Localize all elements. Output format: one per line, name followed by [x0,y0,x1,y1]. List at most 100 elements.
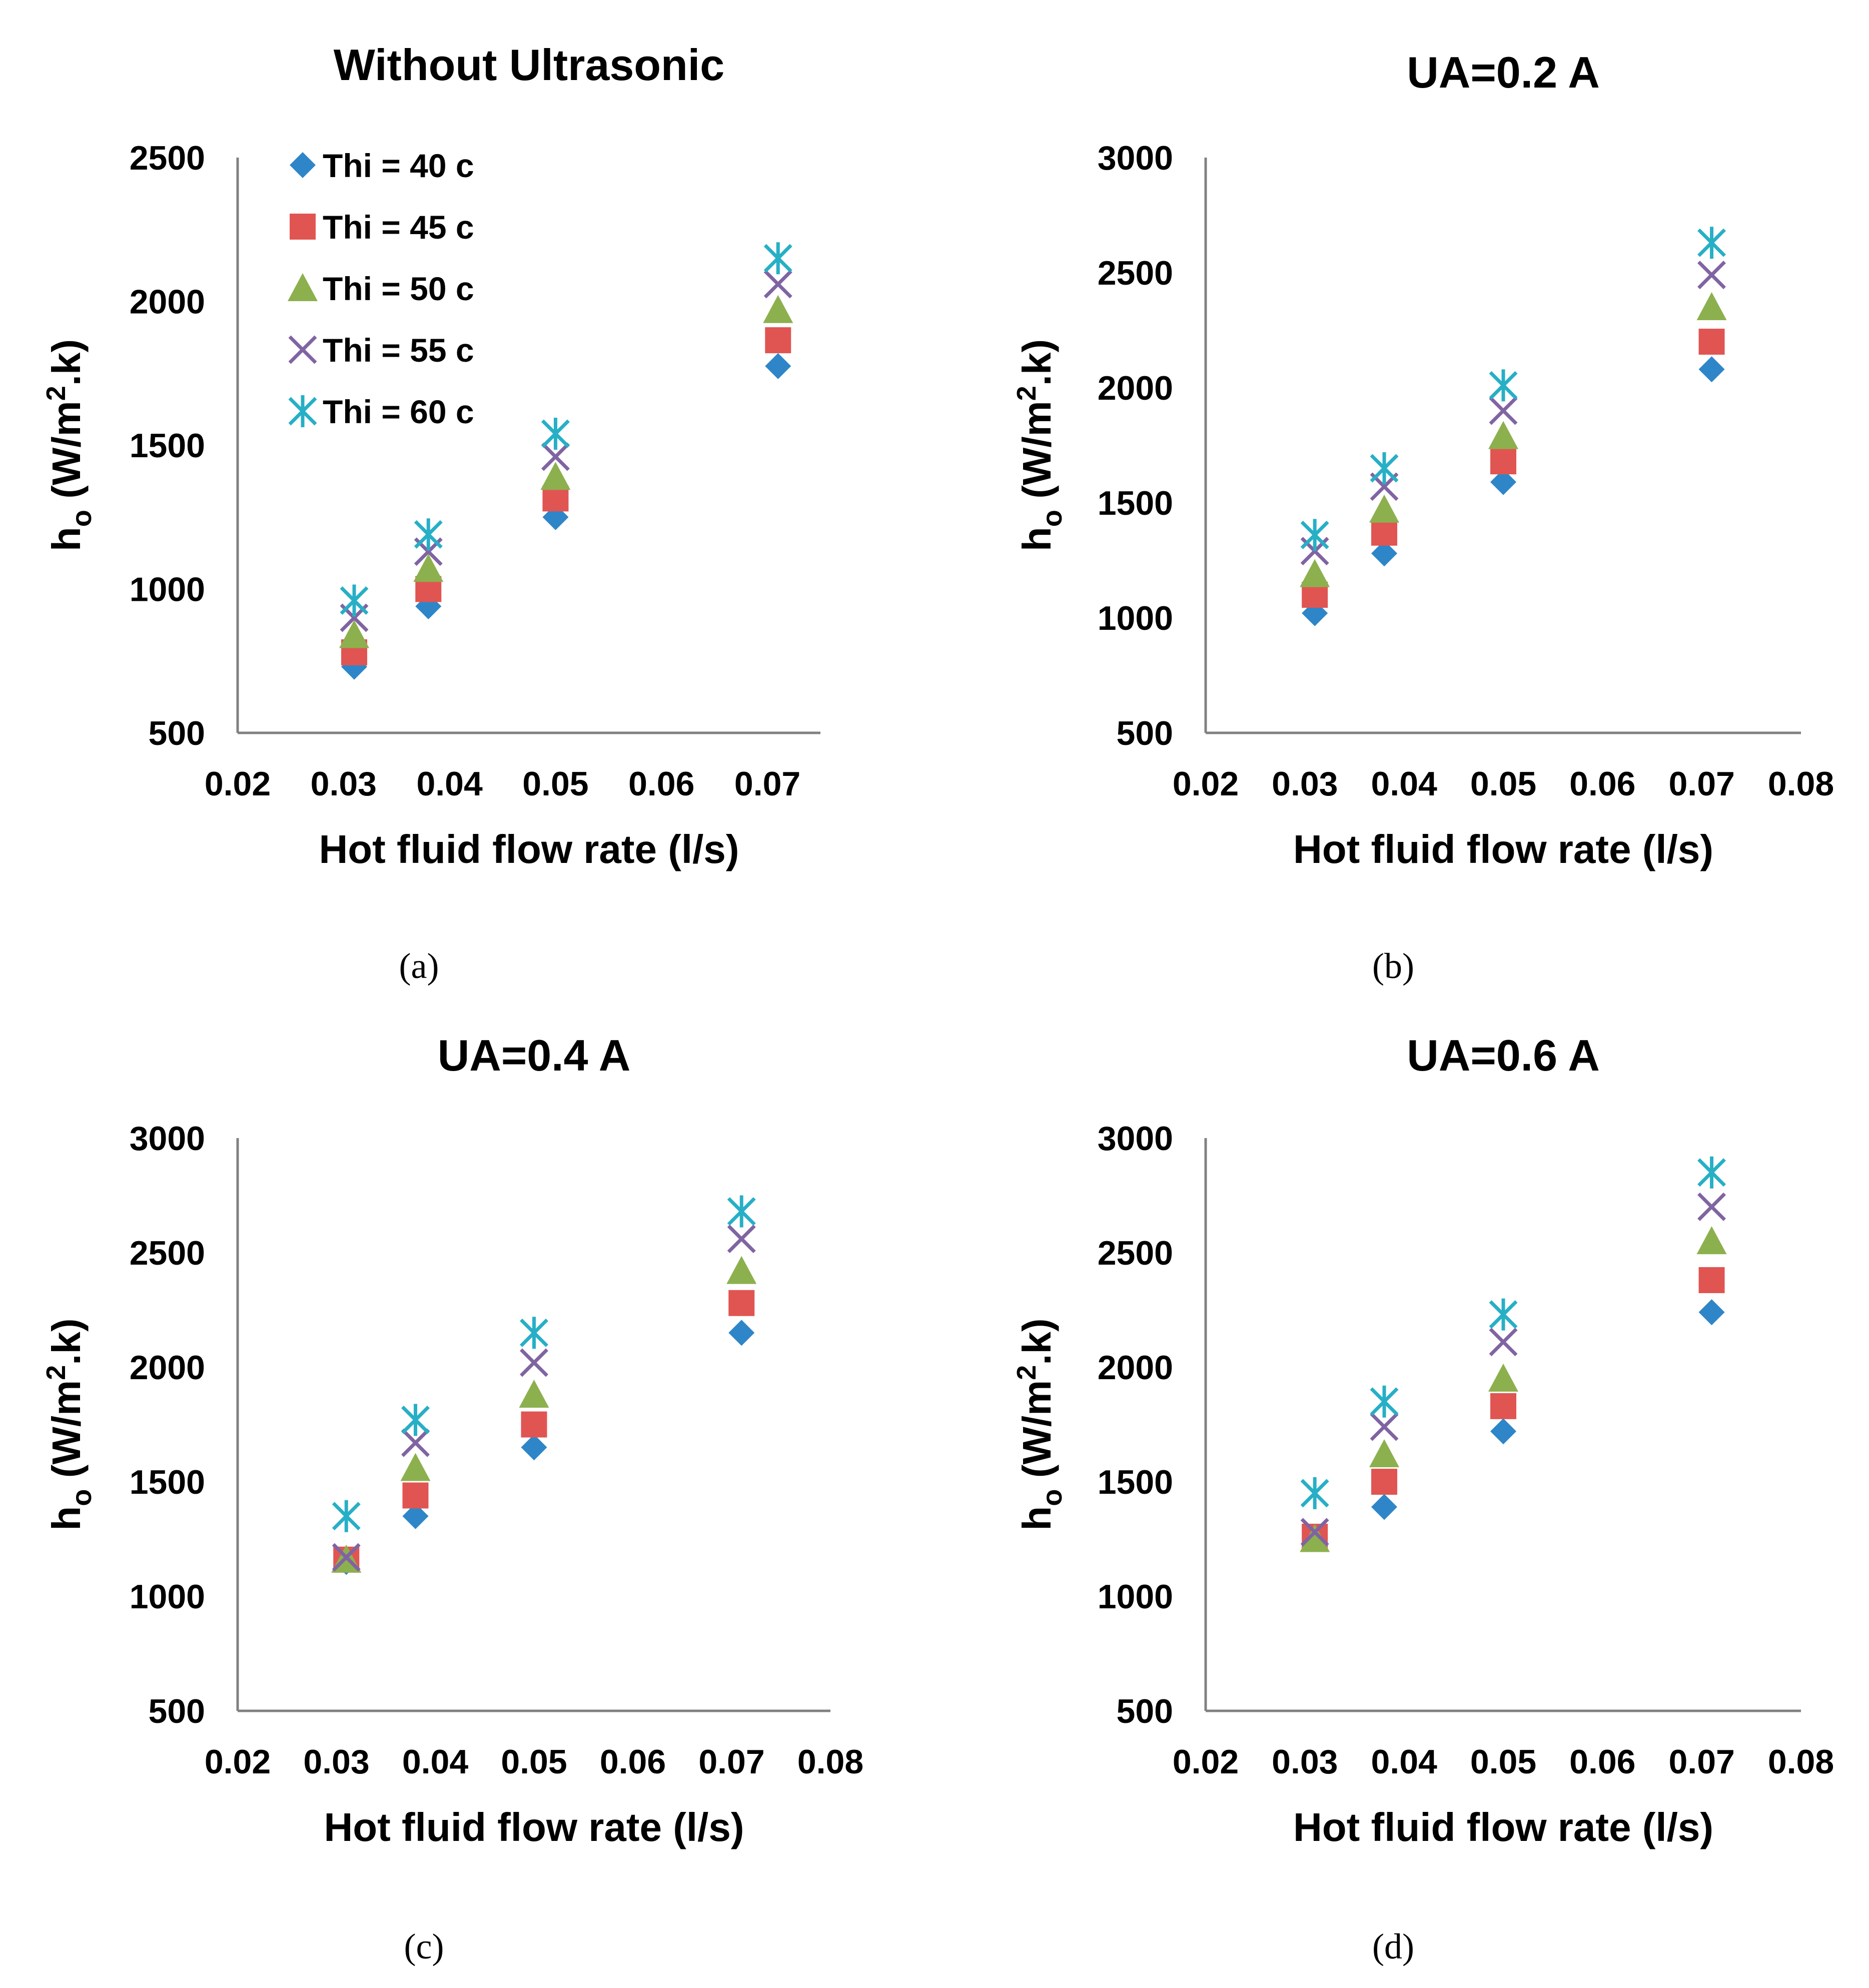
data-point [1697,1192,1726,1221]
series-2 [1302,1267,1725,1550]
y-tick-label: 1000 [1098,599,1173,637]
data-point [1371,540,1397,567]
y-tick-label: 2500 [130,1234,205,1272]
data-point [728,1320,755,1346]
data-point [1489,369,1518,402]
series-3 [1300,1226,1727,1552]
x-tick-label: 0.07 [698,1743,764,1781]
legend-marker [288,335,317,364]
data-point [540,462,571,490]
series-2 [333,1290,755,1573]
data-point [1698,1299,1725,1326]
data-point [1371,519,1397,546]
x-tick-label: 0.05 [501,1743,567,1781]
data-point [339,620,369,648]
data-point [1488,421,1518,449]
legend-marker [288,395,317,427]
y-axis-label-subscript: o [66,510,97,527]
series-3 [1300,292,1727,587]
x-tick-label: 0.03 [1272,765,1338,803]
y-axis-label-main: h [1015,1506,1059,1531]
legend-label: Thi = 50 c [323,270,474,307]
y-axis-label-superscript: 2 [41,1365,71,1380]
data-point [332,1500,361,1532]
y-axis-label-superscript: 2 [41,386,71,401]
x-tick-label: 0.03 [311,765,377,803]
y-tick-label: 1000 [1098,1578,1173,1616]
data-point [1369,494,1399,523]
x-axis-label: Hot fluid flow rate (l/s) [324,1805,744,1849]
data-point [1370,1385,1399,1418]
y-tick-label: 1500 [1098,484,1173,522]
y-axis-label-superscript: 2 [1012,386,1042,401]
y-tick-label: 2500 [1098,254,1173,292]
data-point [765,353,791,379]
x-tick-label: 0.06 [600,1743,666,1781]
data-point [541,442,570,471]
y-tick-label: 1000 [130,571,205,609]
x-axis-label: Hot fluid flow rate (l/s) [319,827,739,871]
y-tick-label: 1500 [1098,1463,1173,1501]
y-axis-label-unit: (W/m [44,1380,89,1489]
data-point [414,518,443,551]
y-axis-label-unit-end: .k) [44,1318,89,1365]
series-2 [1302,329,1725,608]
legend-label: Thi = 60 c [323,393,474,430]
y-tick-label: 3000 [130,1120,205,1158]
chart-title: Without Ultrasonic [334,40,724,90]
series-2 [341,327,791,665]
x-tick-label: 0.02 [205,765,271,803]
data-point [1300,1518,1329,1547]
y-tick-label: 500 [149,1692,205,1730]
chart-panel-4: UA=0.6 A 500 1000 1500 2000 2500 3000 0.02 0.03 0… [1012,1031,1834,1966]
x-tick-label: 0.05 [522,765,588,803]
panel-caption: (b) [1372,946,1414,986]
panel-caption: (c) [404,1926,444,1966]
data-point [1697,1156,1726,1189]
data-point [1698,356,1725,383]
y-axis-label-main: h [1015,527,1059,551]
data-point [765,327,791,354]
series-5 [1300,1156,1726,1509]
x-tick-label: 0.07 [1668,1743,1734,1781]
panel-caption: (d) [1372,1926,1414,1966]
data-point [727,1195,756,1228]
chart-panel-1: Without Ultrasonic 500 1000 1500 2000 2500 0.0… [41,40,820,986]
series-5 [340,242,792,617]
y-tick-label: 2500 [130,139,205,177]
data-point [520,1317,548,1349]
y-tick-label: 2000 [1098,369,1173,407]
data-point [1300,1477,1329,1509]
y-axis-label-subscript: o [1036,510,1068,527]
y-tick-label: 500 [149,714,205,752]
data-point [1490,1393,1516,1419]
legend-label: Thi = 55 c [323,332,474,369]
x-tick-label: 0.03 [303,1743,369,1781]
y-axis-label-subscript: o [1036,1489,1068,1506]
data-point [763,270,792,299]
data-point [1490,448,1516,475]
series-5 [1300,227,1726,551]
chart-panel-2: UA=0.2 A 500 1000 1500 2000 2500 3000 0.02 0.03 0… [1012,48,1834,986]
x-tick-label: 0.02 [205,1743,271,1781]
series-4 [332,1225,756,1572]
data-point [400,1453,431,1481]
data-point [1490,1418,1516,1445]
x-tick-label: 0.06 [1569,1743,1635,1781]
legend: Thi = 40 c Thi = 45 c Thi = 50 c Thi = 55 c… [288,147,474,430]
data-point [401,1404,430,1436]
legend-marker [288,273,318,301]
x-tick-label: 0.06 [1569,765,1635,803]
series-1 [1302,1299,1725,1552]
x-tick-label: 0.05 [1470,765,1536,803]
y-tick-label: 2500 [1098,1234,1173,1272]
legend-label: Thi = 40 c [323,147,474,184]
data-point [726,1256,757,1284]
y-tick-label: 2000 [130,283,205,321]
series-5 [332,1195,756,1532]
data-point [413,554,444,582]
y-axis-label-unit-end: .k) [44,339,89,386]
y-axis-label: ho (W/m2.k) [41,1318,97,1530]
series-4 [1300,1192,1726,1547]
